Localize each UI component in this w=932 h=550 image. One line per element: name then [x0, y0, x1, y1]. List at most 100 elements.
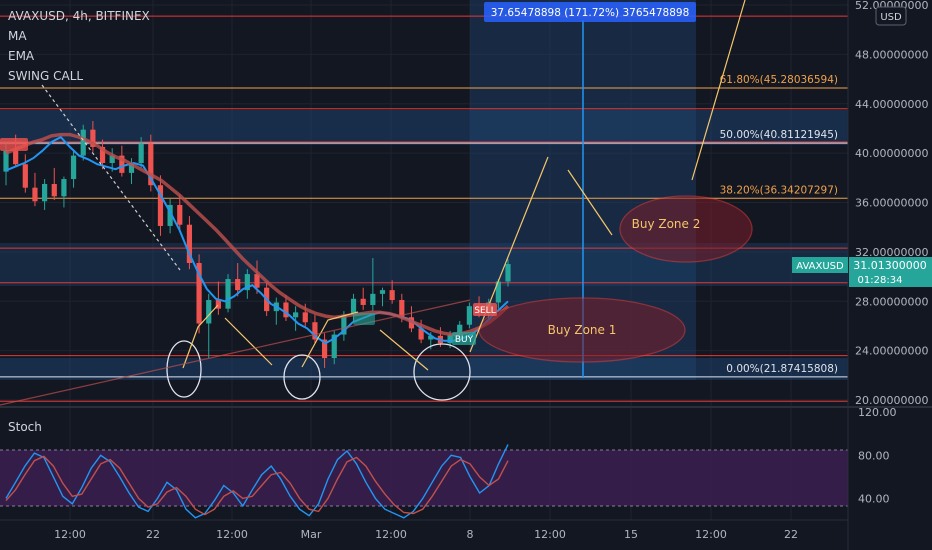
symbol-title[interactable]: AVAXUSD, 4h, BITFINEX	[8, 9, 150, 23]
time-tick-3: Mar	[301, 528, 322, 541]
sell-signal-label: SELL	[474, 306, 495, 316]
buy-signal	[452, 332, 476, 345]
series-ema	[5, 135, 509, 345]
candle-8	[80, 129, 86, 156]
measure-label-box	[484, 2, 696, 22]
candle-11	[109, 155, 115, 163]
time-tick-4: 12:00	[375, 528, 407, 541]
candle-1	[13, 150, 19, 165]
arrow-6	[567, 169, 613, 236]
candle-17	[167, 204, 173, 226]
series-ma	[5, 132, 510, 337]
fib-label-2: 50.00%(40.81121945)	[720, 129, 838, 141]
candle-26	[254, 274, 260, 288]
candle-2	[22, 164, 28, 188]
price-tick-0: 52.00000000	[855, 0, 928, 12]
candle-3	[32, 187, 38, 202]
candle-13	[128, 163, 135, 173]
candle-35	[341, 314, 347, 335]
time-tick-1: 22	[146, 528, 160, 541]
candle-43	[418, 328, 424, 340]
projection-arrows	[0, 0, 746, 406]
candle-29	[283, 302, 289, 318]
candle-19	[186, 224, 193, 263]
candle-9	[90, 129, 96, 147]
candle-10	[99, 146, 106, 163]
candle-24	[235, 279, 241, 291]
buy-zone-2	[619, 195, 753, 263]
time-tick-0: 12:00	[54, 528, 86, 541]
candle-23	[225, 279, 231, 309]
stoch-axis[interactable]: 120.00 80.00 40.00	[858, 406, 897, 505]
time-tick-9: 22	[784, 528, 798, 541]
stoch-d	[5, 455, 509, 516]
stoch-title[interactable]: Stoch	[8, 420, 42, 434]
candle-7	[70, 155, 77, 180]
price-axis[interactable]: 52.00000000 48.00000000 44.00000000 40.0000…	[855, 0, 928, 407]
time-tick-2: 12:00	[216, 528, 248, 541]
candle-36	[350, 298, 357, 315]
candle-52	[505, 264, 511, 282]
candle-18	[177, 204, 183, 225]
stoch-tick-2: 40.00	[858, 492, 890, 505]
candle-6	[61, 179, 67, 197]
arrow-2	[224, 317, 273, 366]
symbol-tag-label: AVAXUSD	[796, 261, 844, 272]
price-tick-3: 40.00000000	[855, 147, 928, 160]
candle-46	[447, 334, 453, 344]
candle-34	[331, 334, 337, 359]
candle-40	[389, 290, 395, 301]
swing-circle-3	[413, 343, 471, 401]
arrow-4	[379, 329, 429, 371]
sell-signal	[473, 303, 497, 316]
swing-circle-1	[166, 340, 202, 398]
chart-legend: AVAXUSD, 4h, BITFINEX MA EMA SWING CALL	[8, 6, 150, 86]
indicator-swing-call[interactable]: SWING CALL	[8, 69, 84, 83]
candle-41	[399, 300, 405, 318]
candle-25	[244, 274, 250, 291]
arrow-7	[691, 0, 746, 181]
candle-33	[321, 339, 328, 359]
candle-14	[138, 143, 144, 163]
indicator-ma[interactable]: MA	[8, 29, 27, 43]
currency-badge[interactable]	[875, 6, 907, 26]
candle-37	[360, 298, 366, 305]
time-tick-5: 8	[467, 528, 474, 541]
stoch-lines	[5, 444, 509, 519]
price-tag-countdown: 01:28:34	[858, 275, 903, 286]
price-tick-4: 36.00000000	[855, 197, 928, 210]
fib-label-3: 61.80%(45.28036594)	[720, 74, 838, 86]
price-tick-8: 20.00000000	[855, 394, 928, 407]
candle-16	[157, 185, 164, 226]
candle-0	[3, 150, 9, 172]
fib-label-1: 38.20%(36.34207297)	[720, 184, 838, 196]
candle-47	[457, 324, 463, 335]
trend-dashed	[41, 84, 181, 271]
candle-20	[196, 262, 202, 324]
price-tick-5: 32.00000000	[855, 246, 928, 259]
arrow-3	[301, 311, 359, 368]
candle-31	[302, 312, 308, 323]
indicator-ema[interactable]: EMA	[8, 49, 35, 63]
fib-label-0: 0.00%(21.87415808)	[726, 363, 838, 375]
symbol-tag	[792, 257, 848, 273]
candle-30	[293, 312, 299, 318]
buy-signal-2	[353, 313, 375, 325]
candle-48	[466, 306, 472, 325]
time-tick-7: 15	[624, 528, 638, 541]
buy-zone-1-label: Buy Zone 1	[548, 323, 617, 337]
sell-signal-2	[0, 138, 28, 151]
candle-38	[370, 293, 376, 305]
time-axis[interactable]: 12:00 22 12:00 Mar 12:00 8 12:00 15 12:00 22	[54, 528, 798, 541]
price-tag-value: 31.01300000	[853, 259, 926, 272]
swing-circle-2	[283, 354, 321, 400]
candle-4	[42, 183, 48, 202]
candle-51	[495, 281, 501, 303]
price-tick-2: 44.00000000	[855, 98, 928, 111]
candle-22	[215, 300, 221, 309]
candle-12	[119, 155, 125, 173]
buy-signal-label: BUY	[455, 335, 474, 345]
measure-label: 37.65478898 (171.72%) 3765478898	[491, 7, 690, 19]
time-tick-8: 12:00	[695, 528, 727, 541]
